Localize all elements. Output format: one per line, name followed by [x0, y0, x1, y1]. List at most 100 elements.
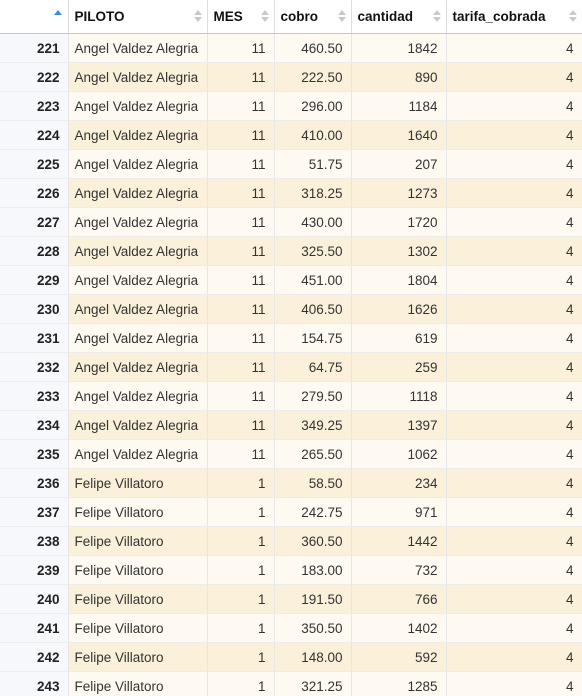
piloto-cell: Angel Valdez Alegria	[68, 265, 208, 295]
tarifa-cobrada-cell: 4	[446, 120, 582, 150]
table-row[interactable]: 228 Angel Valdez Alegria 11 325.50 1302 4	[0, 236, 582, 266]
tarifa-cobrada-cell: 4	[446, 555, 582, 585]
table-row[interactable]: 222 Angel Valdez Alegria 11 222.50 890 4	[0, 62, 582, 92]
mes-cell: 11	[207, 352, 275, 382]
sort-icon	[193, 8, 202, 24]
mes-cell: 11	[207, 62, 275, 92]
table-row[interactable]: 237 Felipe Villatoro 1 242.75 971 4	[0, 497, 582, 527]
row-index-cell: 230	[0, 294, 69, 324]
cobro-cell: 325.50	[274, 236, 352, 266]
tarifa-cobrada-cell: 4	[446, 62, 582, 92]
piloto-cell: Angel Valdez Alegria	[68, 207, 208, 237]
table-row[interactable]: 230 Angel Valdez Alegria 11 406.50 1626 4	[0, 294, 582, 324]
table-row[interactable]: 240 Felipe Villatoro 1 191.50 766 4	[0, 584, 582, 614]
row-index-cell: 238	[0, 526, 69, 556]
cantidad-cell: 1720	[351, 207, 447, 237]
column-header-index[interactable]	[0, 0, 69, 34]
piloto-cell: Angel Valdez Alegria	[68, 410, 208, 440]
piloto-cell: Felipe Villatoro	[68, 642, 208, 672]
cobro-cell: 279.50	[274, 381, 352, 411]
cantidad-cell: 732	[351, 555, 447, 585]
tarifa-cobrada-cell: 4	[446, 236, 582, 266]
column-header-label: tarifa_cobrada	[452, 9, 546, 24]
table-row[interactable]: 243 Felipe Villatoro 1 321.25 1285 4	[0, 671, 582, 696]
table-row[interactable]: 233 Angel Valdez Alegria 11 279.50 1118 4	[0, 381, 582, 411]
cantidad-cell: 971	[351, 497, 447, 527]
mes-cell: 1	[207, 671, 275, 696]
mes-cell: 1	[207, 613, 275, 643]
header-row: PILOTO MES cobro cantidad tarifa_cobrada	[0, 0, 582, 34]
tarifa-cobrada-cell: 4	[446, 207, 582, 237]
table-row[interactable]: 225 Angel Valdez Alegria 11 51.75 207 4	[0, 149, 582, 179]
column-header-cobro[interactable]: cobro	[274, 0, 352, 34]
column-header-label: MES	[213, 9, 243, 24]
cantidad-cell: 234	[351, 468, 447, 498]
mes-cell: 11	[207, 410, 275, 440]
table-row[interactable]: 239 Felipe Villatoro 1 183.00 732 4	[0, 555, 582, 585]
mes-cell: 11	[207, 207, 275, 237]
row-index-cell: 239	[0, 555, 69, 585]
column-header-mes[interactable]: MES	[207, 0, 275, 34]
cobro-cell: 148.00	[274, 642, 352, 672]
mes-cell: 1	[207, 555, 275, 585]
cantidad-cell: 619	[351, 323, 447, 353]
mes-cell: 11	[207, 120, 275, 150]
sort-icon	[337, 8, 346, 24]
piloto-cell: Angel Valdez Alegria	[68, 120, 208, 150]
cobro-cell: 183.00	[274, 555, 352, 585]
piloto-cell: Felipe Villatoro	[68, 468, 208, 498]
table-row[interactable]: 224 Angel Valdez Alegria 11 410.00 1640 4	[0, 120, 582, 150]
mes-cell: 11	[207, 265, 275, 295]
table-row[interactable]: 227 Angel Valdez Alegria 11 430.00 1720 4	[0, 207, 582, 237]
piloto-cell: Angel Valdez Alegria	[68, 178, 208, 208]
cantidad-cell: 259	[351, 352, 447, 382]
row-index-cell: 223	[0, 91, 69, 121]
table-row[interactable]: 223 Angel Valdez Alegria 11 296.00 1184 4	[0, 91, 582, 121]
cantidad-cell: 1184	[351, 91, 447, 121]
table-row[interactable]: 241 Felipe Villatoro 1 350.50 1402 4	[0, 613, 582, 643]
piloto-cell: Angel Valdez Alegria	[68, 149, 208, 179]
table-row[interactable]: 231 Angel Valdez Alegria 11 154.75 619 4	[0, 323, 582, 353]
tarifa-cobrada-cell: 4	[446, 323, 582, 353]
cobro-cell: 296.00	[274, 91, 352, 121]
piloto-cell: Felipe Villatoro	[68, 671, 208, 696]
cobro-cell: 410.00	[274, 120, 352, 150]
table-row[interactable]: 242 Felipe Villatoro 1 148.00 592 4	[0, 642, 582, 672]
cantidad-cell: 890	[351, 62, 447, 92]
row-index-cell: 226	[0, 178, 69, 208]
column-header-piloto[interactable]: PILOTO	[68, 0, 208, 34]
row-index-cell: 237	[0, 497, 69, 527]
cobro-cell: 154.75	[274, 323, 352, 353]
piloto-cell: Angel Valdez Alegria	[68, 236, 208, 266]
cobro-cell: 460.50	[274, 33, 352, 63]
cantidad-cell: 1062	[351, 439, 447, 469]
row-index-cell: 229	[0, 265, 69, 295]
mes-cell: 11	[207, 294, 275, 324]
mes-cell: 1	[207, 497, 275, 527]
table-row[interactable]: 221 Angel Valdez Alegria 11 460.50 1842 4	[0, 33, 582, 63]
column-header-cantidad[interactable]: cantidad	[351, 0, 447, 34]
table-row[interactable]: 235 Angel Valdez Alegria 11 265.50 1062 4	[0, 439, 582, 469]
cantidad-cell: 1842	[351, 33, 447, 63]
cobro-cell: 350.50	[274, 613, 352, 643]
table-row[interactable]: 232 Angel Valdez Alegria 11 64.75 259 4	[0, 352, 582, 382]
tarifa-cobrada-cell: 4	[446, 584, 582, 614]
column-header-tarifa-cobrada[interactable]: tarifa_cobrada	[446, 0, 582, 34]
table-row[interactable]: 234 Angel Valdez Alegria 11 349.25 1397 4	[0, 410, 582, 440]
piloto-cell: Felipe Villatoro	[68, 555, 208, 585]
mes-cell: 11	[207, 91, 275, 121]
table-row[interactable]: 226 Angel Valdez Alegria 11 318.25 1273 4	[0, 178, 582, 208]
cobro-cell: 430.00	[274, 207, 352, 237]
column-header-label: PILOTO	[74, 9, 125, 24]
row-index-cell: 221	[0, 33, 69, 63]
cantidad-cell: 1626	[351, 294, 447, 324]
mes-cell: 11	[207, 33, 275, 63]
piloto-cell: Angel Valdez Alegria	[68, 323, 208, 353]
table-row[interactable]: 236 Felipe Villatoro 1 58.50 234 4	[0, 468, 582, 498]
mes-cell: 11	[207, 439, 275, 469]
cantidad-cell: 592	[351, 642, 447, 672]
piloto-cell: Felipe Villatoro	[68, 613, 208, 643]
table-row[interactable]: 229 Angel Valdez Alegria 11 451.00 1804 4	[0, 265, 582, 295]
table-row[interactable]: 238 Felipe Villatoro 1 360.50 1442 4	[0, 526, 582, 556]
mes-cell: 11	[207, 149, 275, 179]
